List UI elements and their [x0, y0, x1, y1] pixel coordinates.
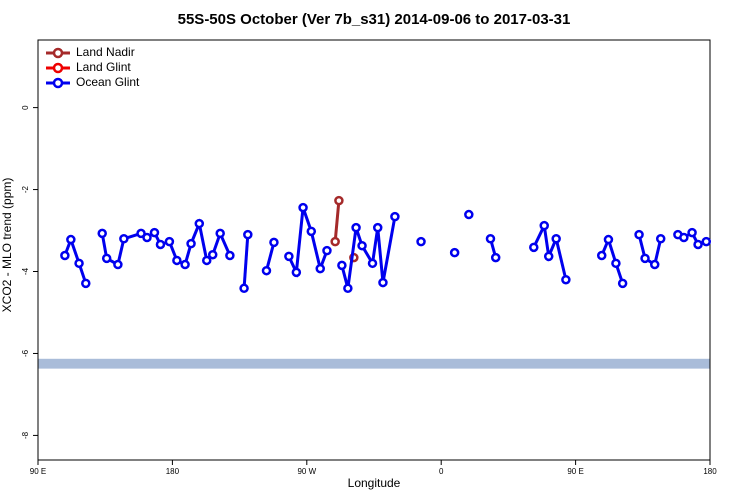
- point: [101, 253, 112, 264]
- series-line: [63, 235, 88, 284]
- series-line: [242, 234, 250, 289]
- point: [291, 267, 302, 278]
- point: [649, 259, 660, 270]
- point: [74, 258, 84, 269]
- x-tick-label: 180: [166, 467, 180, 476]
- x-tick-label: 90 E: [30, 467, 46, 476]
- series-line: [600, 235, 625, 284]
- point: [539, 220, 549, 231]
- point: [194, 218, 205, 229]
- point: [693, 239, 703, 250]
- point: [490, 252, 501, 263]
- point: [701, 236, 712, 247]
- point: [136, 228, 146, 239]
- point: [372, 222, 383, 233]
- point: [215, 228, 225, 239]
- point: [464, 209, 474, 220]
- y-tick-label: -8: [21, 431, 30, 439]
- point: [239, 283, 249, 294]
- point: [97, 228, 107, 239]
- series-line: [265, 242, 276, 272]
- point: [284, 251, 294, 262]
- point: [529, 242, 539, 253]
- point: [390, 211, 400, 222]
- series-line: [287, 207, 329, 278]
- point: [243, 229, 253, 240]
- point: [155, 239, 166, 250]
- series-line: [637, 234, 663, 267]
- point: [485, 233, 496, 244]
- legend-marker: [52, 77, 64, 89]
- chart-title: 55S-50S October (Ver 7b_s31) 2014-09-06 …: [178, 11, 571, 28]
- point: [298, 202, 308, 213]
- point: [337, 260, 347, 271]
- point: [655, 233, 666, 244]
- legend-marker: [52, 62, 64, 74]
- y-tick-label: -2: [21, 185, 30, 193]
- x-tick-label: 90 W: [297, 467, 316, 476]
- point: [343, 283, 353, 294]
- series-line: [340, 216, 397, 289]
- point: [640, 253, 650, 264]
- point: [687, 227, 697, 238]
- legend-label: Ocean Glint: [76, 75, 140, 89]
- point: [416, 236, 426, 247]
- point: [186, 238, 196, 249]
- point: [172, 255, 182, 266]
- y-tick-label: -6: [21, 349, 30, 357]
- point: [367, 258, 378, 269]
- point: [201, 255, 212, 266]
- point: [315, 263, 325, 274]
- point: [66, 234, 76, 245]
- legend-marker: [52, 47, 64, 59]
- legend-label: Land Glint: [76, 60, 131, 74]
- series-line: [333, 200, 341, 242]
- x-tick-label: 0: [439, 467, 444, 476]
- point: [225, 250, 235, 261]
- y-tick-label: 0: [21, 105, 30, 110]
- point: [261, 265, 272, 276]
- point: [634, 229, 644, 240]
- point: [60, 250, 70, 261]
- point: [119, 233, 129, 244]
- point: [561, 274, 571, 285]
- y-tick-label: -4: [21, 267, 30, 275]
- point: [113, 259, 123, 270]
- point: [617, 278, 628, 289]
- legend-label: Land Nadir: [76, 45, 135, 59]
- x-tick-label: 90 E: [567, 467, 583, 476]
- point: [81, 278, 91, 289]
- point: [596, 250, 607, 261]
- point: [330, 236, 340, 247]
- point: [207, 249, 218, 260]
- point: [322, 245, 332, 256]
- y-axis-label: XCO2 - MLO trend (ppm): [0, 178, 14, 313]
- x-tick-label: 180: [703, 467, 717, 476]
- point: [334, 195, 344, 206]
- point: [611, 258, 621, 269]
- x-axis-label: Longitude: [348, 476, 401, 490]
- point: [551, 233, 561, 244]
- point: [149, 227, 160, 238]
- point: [164, 236, 175, 247]
- point: [357, 240, 367, 251]
- point: [306, 226, 317, 237]
- point: [378, 277, 388, 288]
- point: [603, 234, 614, 245]
- point: [351, 222, 361, 233]
- point: [449, 247, 460, 258]
- point: [180, 259, 190, 270]
- band: [38, 358, 710, 369]
- point: [142, 232, 152, 243]
- point: [543, 251, 554, 262]
- plot-frame: [37, 39, 711, 461]
- point: [679, 232, 689, 243]
- point: [269, 237, 279, 248]
